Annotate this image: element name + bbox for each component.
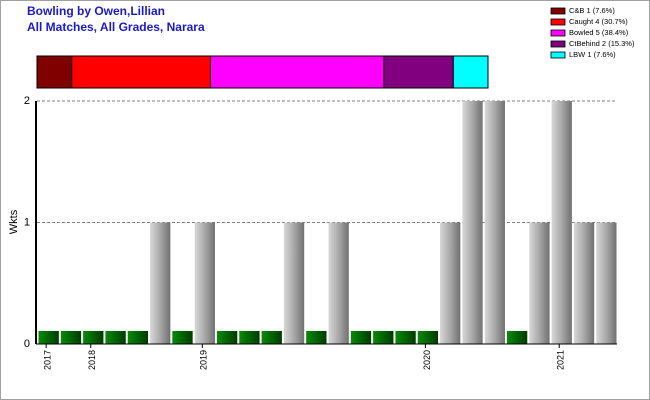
bar xyxy=(462,101,483,344)
bar xyxy=(239,331,260,344)
legend-swatch xyxy=(550,7,566,15)
bar xyxy=(395,331,416,344)
segment xyxy=(36,55,73,89)
bar xyxy=(194,222,215,344)
bar xyxy=(261,331,282,344)
legend-label: LBW 1 (7.6%) xyxy=(569,50,616,59)
x-tick-label: 2019 xyxy=(199,350,209,370)
segment xyxy=(383,55,454,89)
bar xyxy=(60,331,82,344)
segment xyxy=(209,55,385,89)
bar xyxy=(283,222,305,344)
bar xyxy=(105,331,126,344)
x-tick-label: 2021 xyxy=(556,350,566,370)
bar xyxy=(150,222,171,344)
bar xyxy=(83,331,104,344)
bar xyxy=(440,222,461,344)
bar xyxy=(127,331,149,344)
y-axis-label: Wkts xyxy=(8,209,20,234)
bar xyxy=(328,222,349,344)
legend-label: Caught 4 (30.7%) xyxy=(569,17,628,26)
y-tick-label: 2 xyxy=(24,95,30,107)
x-tick-label: 2020 xyxy=(422,350,432,370)
segment xyxy=(71,55,211,89)
legend-swatch xyxy=(550,29,566,37)
bar xyxy=(551,101,572,344)
legend-label: Bowled 5 (38.4%) xyxy=(569,28,629,37)
chart-subtitle: All Matches, All Grades, Narara xyxy=(27,20,205,34)
bar xyxy=(506,331,528,344)
bar xyxy=(529,222,550,344)
bar xyxy=(350,331,372,344)
bar xyxy=(306,331,327,344)
bar xyxy=(484,101,505,344)
bar xyxy=(573,222,595,344)
legend-label: CtBehind 2 (15.3%) xyxy=(569,39,635,48)
legend-label: C&B 1 (7.6%) xyxy=(569,6,615,15)
legend-swatch xyxy=(550,40,566,48)
bar xyxy=(216,331,238,344)
chart-title: Bowling by Owen,Lillian xyxy=(27,4,165,18)
legend-swatch xyxy=(550,18,566,26)
y-tick-label: 1 xyxy=(24,216,30,228)
segment xyxy=(452,55,489,89)
x-tick-label: 2017 xyxy=(43,350,53,370)
bar xyxy=(373,331,394,344)
bar xyxy=(596,222,617,344)
legend-swatch xyxy=(550,51,566,59)
y-tick-label: 0 xyxy=(24,338,30,350)
bar xyxy=(417,331,439,344)
x-tick-label: 2018 xyxy=(87,350,97,370)
bar xyxy=(172,331,193,344)
bar xyxy=(38,331,59,344)
